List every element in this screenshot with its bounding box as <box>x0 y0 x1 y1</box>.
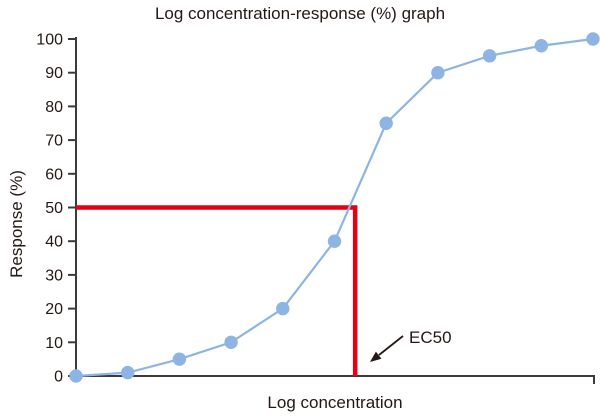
ec50-reference-lines <box>76 205 358 376</box>
x-axis-label: Log concentration <box>267 393 403 412</box>
data-point <box>379 116 393 130</box>
y-tick-label: 0 <box>54 369 63 386</box>
y-tick-label: 100 <box>36 32 63 49</box>
data-point <box>172 352 187 366</box>
data-point <box>69 369 83 383</box>
y-tick-label: 40 <box>45 234 63 251</box>
data-point <box>586 32 600 46</box>
data-point <box>534 39 548 53</box>
y-tick-label: 50 <box>45 200 63 217</box>
data-point <box>482 49 497 63</box>
data-point <box>121 365 135 380</box>
data-point <box>276 301 290 316</box>
y-tick-label: 10 <box>45 335 63 352</box>
ec50-arrowhead-icon <box>370 351 382 362</box>
y-tick-label: 80 <box>45 99 63 116</box>
data-point <box>224 335 238 349</box>
ec50-arrow-line <box>378 335 404 356</box>
chart-title: Log concentration-response (%) graph <box>154 4 446 23</box>
data-point <box>431 66 445 80</box>
data-point <box>327 234 342 248</box>
y-tick-label: 90 <box>45 65 63 82</box>
axes <box>75 37 595 384</box>
ec50-annotation-label: EC50 <box>409 328 452 347</box>
y-tick-label: 60 <box>45 166 63 183</box>
y-tick-label: 20 <box>45 301 63 318</box>
y-tick-label: 70 <box>45 133 63 150</box>
y-tick-label: 30 <box>45 267 63 284</box>
